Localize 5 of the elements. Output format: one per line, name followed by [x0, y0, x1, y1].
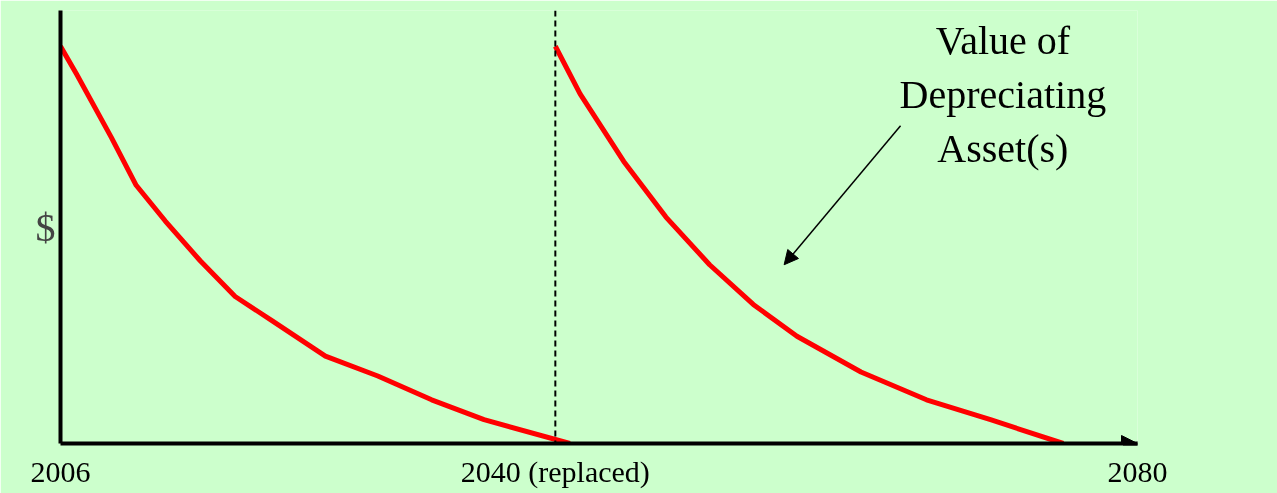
annotation: Value of Depreciating Asset(s) [899, 18, 1107, 171]
y-axis-title: $ [35, 204, 56, 250]
x-tick-label: 2040 (replaced) [460, 454, 650, 489]
x-tick-label: 2006 [30, 454, 91, 488]
x-tick-label: 2080 [1107, 454, 1168, 488]
